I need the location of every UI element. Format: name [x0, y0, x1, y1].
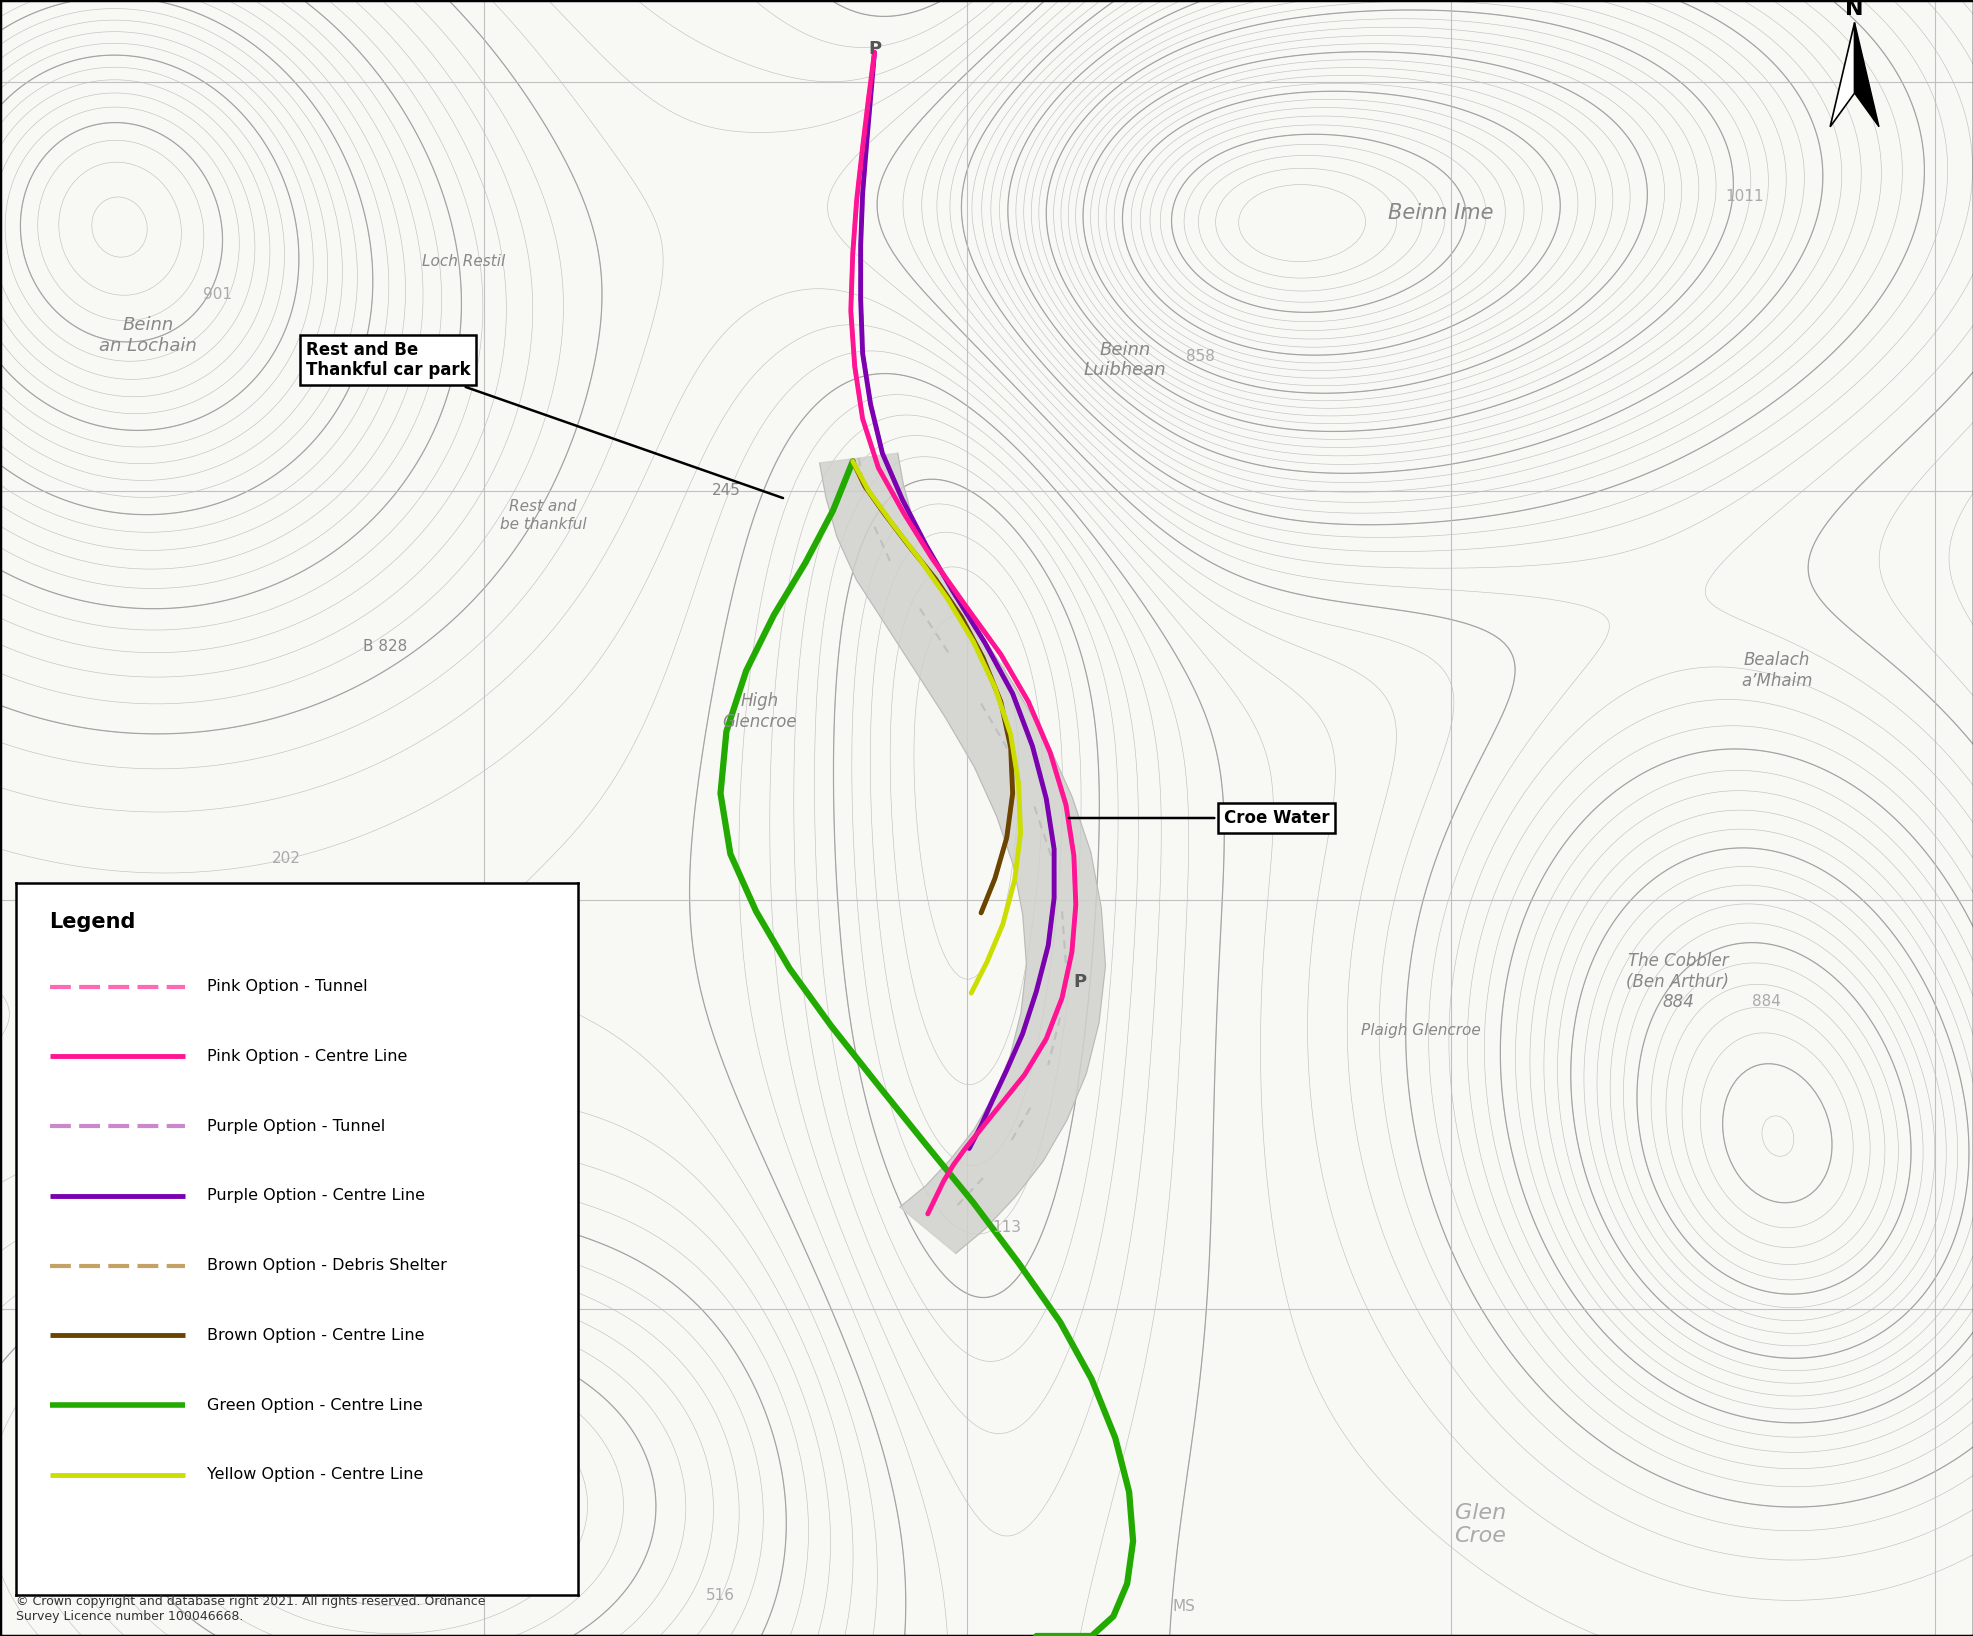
Text: Beinn Ime: Beinn Ime: [1387, 203, 1494, 222]
Text: 901: 901: [203, 286, 231, 303]
Text: 1011: 1011: [1724, 188, 1764, 204]
Text: © Crown copyright and database right 2021. All rights reserved. Ordnance
Survey : © Crown copyright and database right 202…: [16, 1595, 485, 1623]
Text: Legend: Legend: [49, 911, 136, 933]
Text: Glen
Croe: Glen Croe: [1454, 1503, 1505, 1546]
Text: 202: 202: [272, 851, 300, 867]
Text: Rest and Be
Thankful car park: Rest and Be Thankful car park: [306, 340, 783, 497]
Text: Croe Water: Croe Water: [1067, 808, 1330, 828]
Text: P: P: [868, 39, 880, 59]
Text: Purple Option - Centre Line: Purple Option - Centre Line: [207, 1188, 424, 1204]
Text: B 828: B 828: [363, 638, 406, 654]
Polygon shape: [1855, 23, 1878, 128]
Text: N: N: [1845, 0, 1863, 20]
Polygon shape: [819, 453, 1105, 1253]
Text: Beinn
Luibhean: Beinn Luibhean: [1083, 340, 1166, 380]
Text: Bealach
a’Mhaim: Bealach a’Mhaim: [1740, 651, 1811, 690]
Text: 516: 516: [706, 1587, 734, 1603]
Text: MS: MS: [1172, 1598, 1196, 1615]
Text: P: P: [1073, 972, 1085, 991]
Text: Pink Option - Tunnel: Pink Option - Tunnel: [207, 978, 367, 995]
Text: Loch Restil: Loch Restil: [422, 254, 505, 270]
Text: 113: 113: [992, 1219, 1020, 1235]
Text: Brown Option - Centre Line: Brown Option - Centre Line: [207, 1328, 424, 1343]
Text: The Cobbler
(Ben Arthur)
884: The Cobbler (Ben Arthur) 884: [1626, 952, 1728, 1011]
Text: 245: 245: [712, 483, 740, 499]
Text: High
Glencroe: High Glencroe: [722, 692, 797, 731]
Text: Beinn
an Lochain: Beinn an Lochain: [99, 316, 197, 355]
Text: Plaigh Glencroe: Plaigh Glencroe: [1361, 1022, 1480, 1039]
Text: Yellow Option - Centre Line: Yellow Option - Centre Line: [207, 1467, 424, 1482]
Polygon shape: [1829, 23, 1855, 128]
Text: Rest and
be thankful: Rest and be thankful: [499, 499, 586, 532]
Text: Ben Donich: Ben Donich: [404, 1557, 523, 1577]
Text: 884: 884: [1752, 993, 1780, 1009]
Text: Brown Option - Debris Shelter: Brown Option - Debris Shelter: [207, 1258, 446, 1273]
Text: Purple Option - Tunnel: Purple Option - Tunnel: [207, 1119, 385, 1134]
Text: 858: 858: [1186, 348, 1213, 365]
Text: Green Option - Centre Line: Green Option - Centre Line: [207, 1397, 422, 1412]
Text: Pink Option - Centre Line: Pink Option - Centre Line: [207, 1049, 406, 1063]
